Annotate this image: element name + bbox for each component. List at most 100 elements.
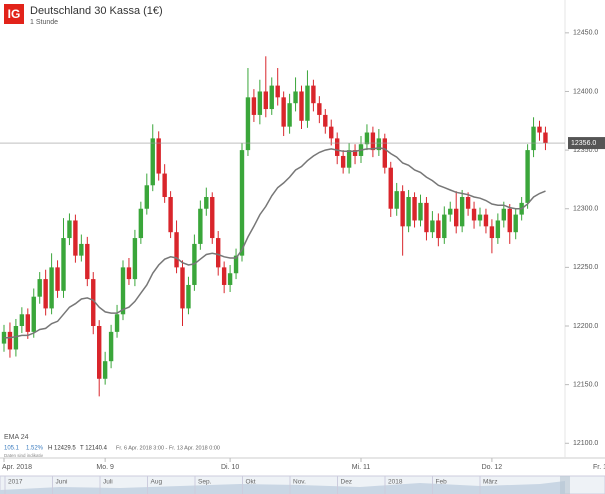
candle-body xyxy=(61,238,66,291)
candle-body xyxy=(73,220,78,256)
candle-body xyxy=(406,197,411,227)
candle-body xyxy=(537,126,542,133)
navigator-handle[interactable] xyxy=(560,476,570,494)
subtitle: 1 Stunde xyxy=(30,19,58,26)
candle-body xyxy=(287,103,292,127)
candle-body xyxy=(471,208,477,221)
navigator-label: 2017 xyxy=(8,479,23,486)
candle-body xyxy=(370,132,376,151)
navigator-label: Dez xyxy=(341,479,353,486)
y-tick-label: 12450.0 xyxy=(573,30,598,37)
candle-body xyxy=(507,208,512,233)
candle-body xyxy=(269,85,274,110)
candle-body xyxy=(156,138,161,174)
navigator-label: Aug xyxy=(151,479,163,486)
navigator-label: Juli xyxy=(103,479,113,486)
y-tick-label: 12350.0 xyxy=(573,147,598,154)
ema-line xyxy=(4,147,546,339)
candle-body xyxy=(448,208,453,215)
x-tick-label: Apr. 2018 xyxy=(2,464,32,471)
candle-body xyxy=(257,91,263,115)
candle-body xyxy=(459,197,465,227)
candle-body xyxy=(13,326,19,350)
candle-body xyxy=(281,97,286,127)
info-change: 105.1 xyxy=(4,446,20,452)
candle-body xyxy=(299,91,304,121)
candle-body xyxy=(67,220,72,239)
candle-body xyxy=(376,138,382,151)
candle-body xyxy=(382,138,387,168)
x-tick-label: Di. 10 xyxy=(221,464,239,471)
candle-body xyxy=(227,273,233,285)
candle-body xyxy=(305,85,310,121)
logo-box xyxy=(4,4,24,24)
candle-body xyxy=(400,191,405,227)
candle-body xyxy=(79,243,84,256)
candle-body xyxy=(323,114,328,127)
candle-body xyxy=(85,243,90,280)
candle-body xyxy=(543,132,548,144)
candle-body xyxy=(7,331,13,350)
candle-body xyxy=(388,167,393,209)
title: Deutschland 30 Kassa (1€) xyxy=(30,5,163,17)
x-tick-label: Mo. 9 xyxy=(96,464,114,471)
y-tick-label: 12100.0 xyxy=(573,440,598,447)
navigator-label: Okt xyxy=(246,479,256,486)
y-tick-label: 12150.0 xyxy=(573,381,598,388)
candle-body xyxy=(49,267,54,309)
info-low: T 12140.4 xyxy=(80,446,108,452)
candle-body xyxy=(311,85,316,104)
candle-body xyxy=(108,331,114,362)
candle-body xyxy=(19,314,25,327)
candle-body xyxy=(126,267,132,280)
candle-body xyxy=(239,150,245,256)
candle-body xyxy=(495,220,501,239)
candle-body xyxy=(483,214,489,227)
navigator-label: Sep. xyxy=(198,479,212,486)
candle-body xyxy=(43,279,48,309)
logo: IG xyxy=(8,7,21,21)
candle-body xyxy=(531,126,536,151)
candle-body xyxy=(412,197,417,221)
candle-body xyxy=(489,226,495,239)
x-tick-label: Mi. 11 xyxy=(352,464,371,471)
candle-body xyxy=(454,208,459,227)
candle-body xyxy=(513,214,518,233)
candle-body xyxy=(329,126,334,139)
candle-body xyxy=(394,191,399,209)
candle-body xyxy=(31,296,36,332)
candle-body xyxy=(340,155,346,168)
candle-body xyxy=(1,331,7,344)
candle-body xyxy=(317,103,322,115)
candle-body xyxy=(37,279,42,297)
y-tick-label: 12200.0 xyxy=(573,323,598,330)
navigator-label: Juni xyxy=(56,479,68,486)
navigator-area xyxy=(0,481,565,494)
candle-body xyxy=(120,267,126,315)
info-change-pct: 1.52% xyxy=(26,446,44,452)
y-tick-label: 12300.0 xyxy=(573,206,598,213)
candle-body xyxy=(180,267,185,309)
ema-legend: EMA 24 xyxy=(4,434,29,441)
candle-body xyxy=(477,214,483,221)
candle-body xyxy=(168,197,173,233)
candle-body xyxy=(216,238,221,268)
info-note: Daten sind indikativ xyxy=(4,453,44,458)
y-tick-label: 12250.0 xyxy=(573,264,598,271)
candle-body xyxy=(263,91,268,110)
candle-body xyxy=(138,208,144,239)
candle-body xyxy=(55,267,60,291)
candle-body xyxy=(293,91,298,104)
candle-body xyxy=(174,232,179,268)
candle-body xyxy=(186,284,191,309)
last-price-box xyxy=(568,137,605,150)
navigator-label: Nov. xyxy=(293,479,306,486)
candle-body xyxy=(25,314,30,332)
candle-body xyxy=(102,361,108,379)
candle-body xyxy=(436,220,441,239)
candle-body xyxy=(424,202,429,233)
candle-body xyxy=(275,85,280,98)
navigator-label: 2018 xyxy=(388,479,403,486)
candle-body xyxy=(418,202,423,221)
